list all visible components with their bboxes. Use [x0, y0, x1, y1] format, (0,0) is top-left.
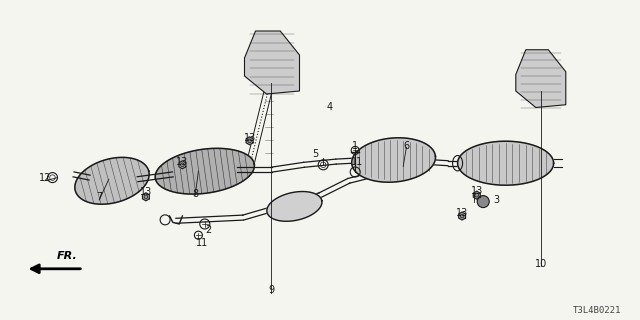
Text: 13: 13: [470, 186, 483, 196]
Text: 8: 8: [192, 188, 198, 199]
Text: 11: 11: [351, 156, 364, 167]
Text: 13: 13: [243, 132, 256, 143]
Text: 3: 3: [493, 195, 499, 205]
Polygon shape: [246, 137, 253, 145]
Polygon shape: [244, 31, 300, 94]
Text: 10: 10: [534, 259, 547, 269]
Polygon shape: [179, 161, 186, 169]
Text: 7: 7: [96, 192, 102, 202]
Text: 6: 6: [403, 140, 410, 151]
Polygon shape: [352, 138, 435, 182]
Polygon shape: [474, 191, 480, 199]
Text: 13: 13: [176, 156, 189, 167]
Polygon shape: [267, 191, 322, 221]
Text: 13: 13: [140, 187, 152, 197]
Polygon shape: [516, 50, 566, 108]
Polygon shape: [75, 157, 149, 204]
Text: T3L4B0221: T3L4B0221: [572, 306, 621, 315]
Text: FR.: FR.: [57, 251, 77, 261]
Polygon shape: [143, 193, 149, 201]
Polygon shape: [155, 148, 255, 194]
Text: 12: 12: [38, 172, 51, 183]
Text: 9: 9: [268, 284, 275, 295]
Text: 5: 5: [312, 148, 318, 159]
Text: 1: 1: [352, 140, 358, 151]
Text: 13: 13: [456, 208, 468, 218]
Text: 11: 11: [195, 238, 208, 248]
Polygon shape: [459, 212, 465, 220]
Text: 4: 4: [326, 102, 333, 112]
Text: 2: 2: [205, 225, 211, 236]
Polygon shape: [458, 141, 554, 185]
Circle shape: [477, 196, 489, 208]
